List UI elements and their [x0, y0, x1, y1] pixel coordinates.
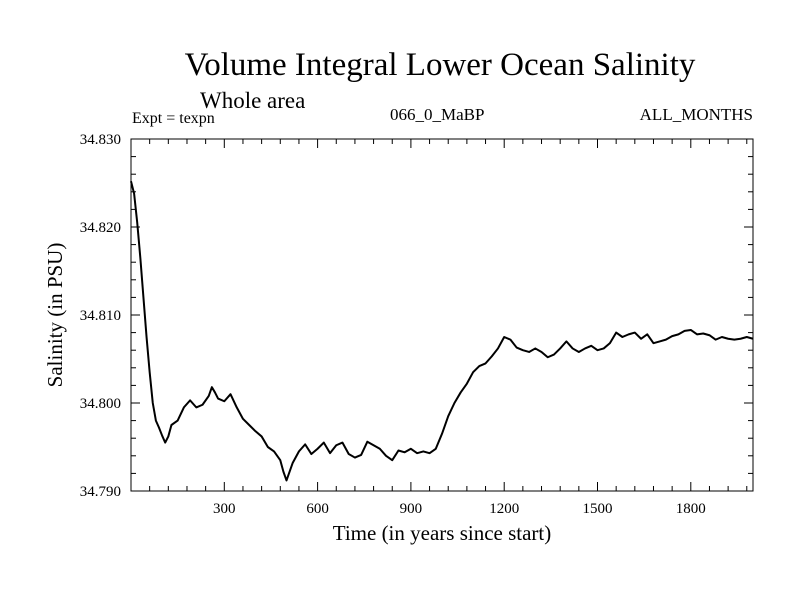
x-axis-label: Time (in years since start)	[333, 521, 552, 545]
axis-ticks	[131, 138, 753, 492]
y-tick-label: 34.810	[80, 308, 121, 324]
x-tick-label: 600	[306, 501, 329, 517]
chart-subtitle: Whole area	[200, 88, 306, 113]
y-tick-label: 34.820	[80, 220, 121, 236]
y-tick-label: 34.800	[80, 396, 121, 412]
series-group	[130, 180, 754, 482]
x-tick-label: 300	[213, 501, 236, 517]
x-tick-label: 1200	[489, 501, 519, 517]
y-tick-label: 34.830	[80, 132, 121, 148]
series-line-salinity	[130, 180, 754, 482]
axis-tick-labels: 300 600 900 1200 1500 1800 34.790 34.800 34.810 3…	[80, 132, 706, 517]
plot-frame	[130, 138, 754, 492]
experiment-label: Expt = texpn	[132, 110, 215, 127]
x-tick-label: 1500	[583, 501, 613, 517]
chart-title: Volume Integral Lower Ocean Salinity	[184, 47, 696, 83]
y-tick-label: 34.790	[80, 484, 121, 500]
y-axis-label: Salinity (in PSU)	[43, 243, 67, 388]
x-tick-label: 1800	[676, 501, 706, 517]
experiment-code: 066_0_MaBP	[390, 105, 485, 124]
months-label: ALL_MONTHS	[639, 105, 753, 124]
x-tick-label: 900	[400, 501, 423, 517]
